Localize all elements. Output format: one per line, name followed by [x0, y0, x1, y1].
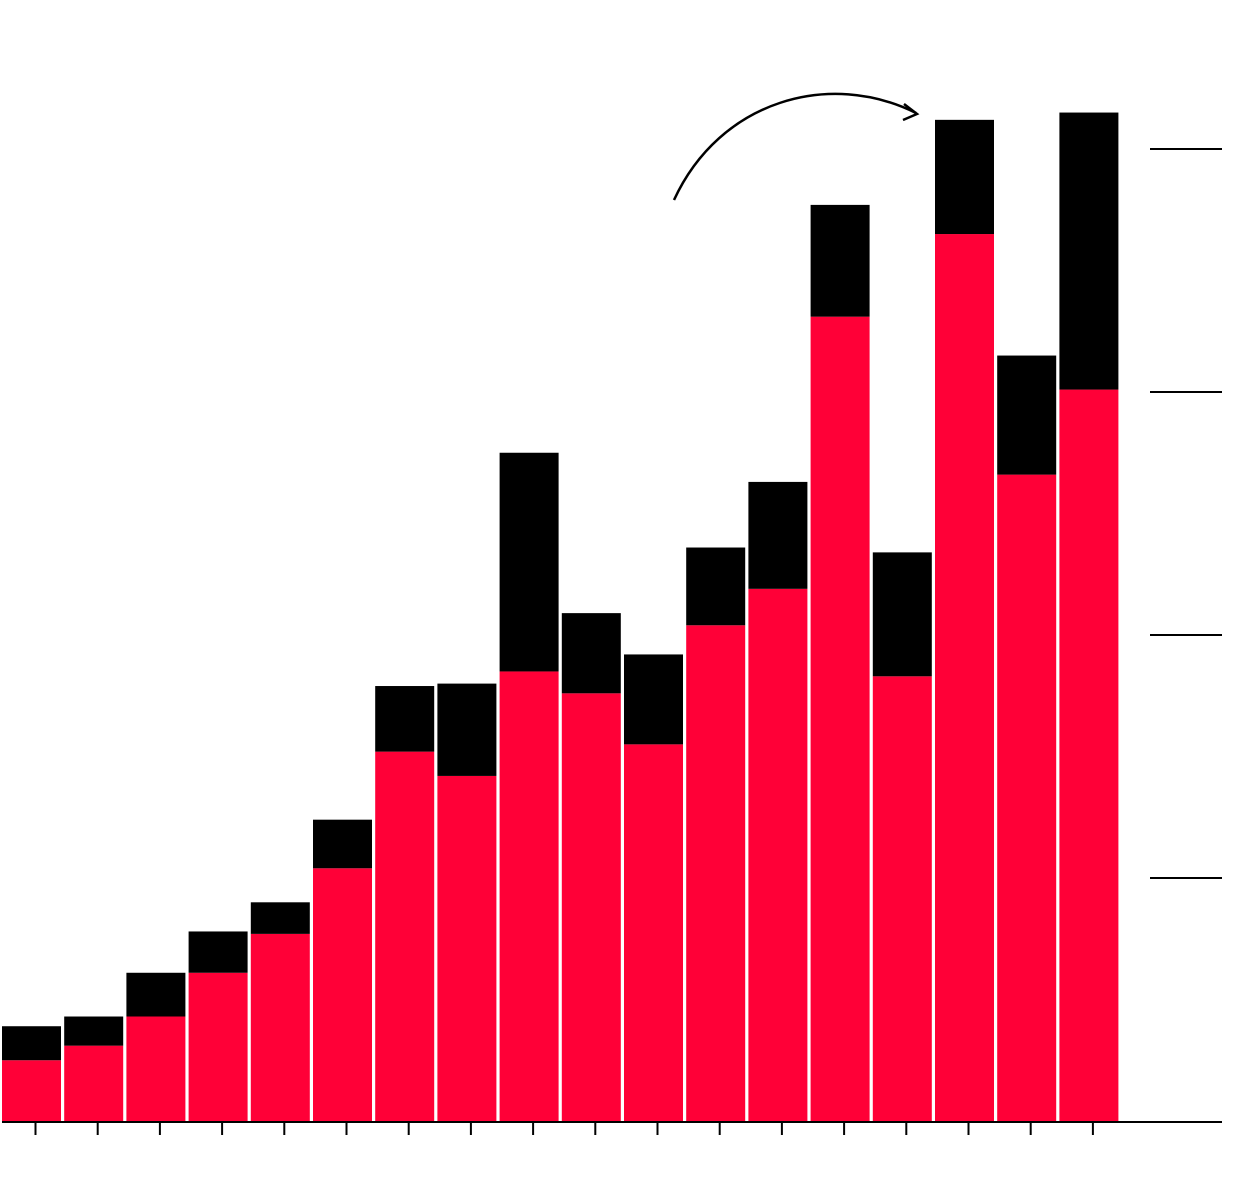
annotation-arrow-curve	[672, 92, 917, 201]
annotation	[672, 92, 920, 201]
bar-lower-5	[250, 933, 310, 1121]
bar-lower-12	[686, 625, 746, 1121]
bar-upper-3	[126, 972, 186, 1017]
bar-lower-16	[935, 234, 994, 1122]
bars	[2, 112, 1119, 1122]
bar-lower-3	[126, 1016, 186, 1121]
bar-lower-13	[748, 588, 808, 1121]
bar-lower-2	[64, 1045, 124, 1121]
bar-upper-7	[375, 686, 435, 752]
bar-upper-8	[437, 683, 497, 776]
bar-upper-14	[810, 204, 870, 317]
bar-upper-16	[935, 119, 994, 235]
bar-upper-18	[1059, 112, 1119, 390]
bar-lower-6	[313, 868, 372, 1121]
bar-lower-9	[499, 671, 559, 1121]
bar-lower-14	[810, 316, 870, 1121]
bar-upper-9	[499, 452, 559, 672]
bar-upper-15	[872, 552, 932, 677]
bar-upper-10	[561, 613, 621, 694]
bar-upper-17	[997, 355, 1057, 475]
annotation-arrow-head	[902, 103, 920, 122]
bar-lower-15	[872, 676, 932, 1121]
bar-lower-17	[997, 474, 1057, 1121]
bar-lower-1	[2, 1060, 61, 1121]
bar-upper-6	[313, 819, 372, 869]
bar-upper-4	[188, 931, 248, 973]
bar-lower-4	[188, 972, 248, 1121]
bar-lower-8	[437, 775, 497, 1121]
bar-lower-7	[375, 751, 435, 1121]
bar-upper-12	[686, 547, 746, 626]
bar-lower-10	[561, 693, 621, 1121]
bar-upper-13	[748, 481, 808, 589]
bar-upper-5	[250, 902, 310, 934]
x-axis	[2, 1121, 1222, 1135]
y-gridlines	[1150, 148, 1222, 879]
bar-upper-11	[624, 654, 683, 745]
bar-upper-2	[64, 1016, 124, 1046]
bar-upper-1	[2, 1026, 61, 1061]
bar-lower-18	[1059, 389, 1119, 1121]
bar-lower-11	[624, 744, 683, 1121]
